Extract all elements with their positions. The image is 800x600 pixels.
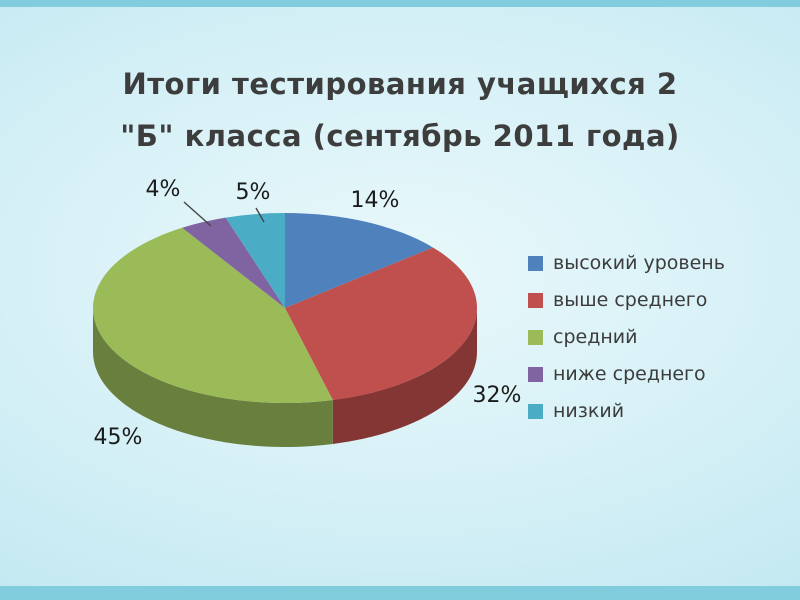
- legend-label: средний: [553, 326, 638, 348]
- top-border: [0, 0, 800, 7]
- bottom-border: [0, 586, 800, 600]
- chart-legend: высокий уровень выше среднего средний ниже …: [528, 252, 725, 437]
- legend-swatch-icon: [528, 366, 543, 382]
- data-label-4: 5%: [236, 180, 271, 205]
- legend-item: низкий: [528, 400, 725, 422]
- legend-label: ниже среднего: [553, 363, 706, 385]
- data-label-1: 32%: [473, 383, 522, 408]
- pie-slice-2: [93, 227, 333, 403]
- legend-item: ниже среднего: [528, 363, 725, 385]
- legend-swatch-icon: [528, 403, 543, 419]
- leader-line-4pct: [183, 201, 212, 227]
- chart-title: Итоги тестирования учащихся 2 "Б" класса…: [0, 59, 800, 162]
- legend-item: высокий уровень: [528, 252, 725, 274]
- legend-label: выше среднего: [553, 289, 708, 311]
- legend-item: выше среднего: [528, 289, 725, 311]
- data-label-3: 4%: [146, 177, 181, 202]
- pie-slice-side-1: [332, 308, 477, 445]
- data-label-2: 45%: [94, 425, 143, 450]
- chart-title-line1: Итоги тестирования учащихся 2: [122, 67, 678, 102]
- pie-slice-1: [285, 247, 478, 401]
- legend-swatch-icon: [528, 255, 543, 271]
- pie-slice-3: [182, 217, 285, 308]
- legend-item: средний: [528, 326, 725, 348]
- legend-swatch-icon: [528, 292, 543, 308]
- data-label-0: 14%: [351, 188, 400, 213]
- pie-slice-side-2: [93, 308, 333, 447]
- pie-slice-0: [285, 213, 433, 308]
- pie-slice-4: [225, 213, 285, 308]
- legend-label: высокий уровень: [553, 252, 725, 274]
- legend-label: низкий: [553, 400, 625, 422]
- chart-title-line2: "Б" класса (сентябрь 2011 года): [120, 119, 680, 154]
- leader-line-5pct: [255, 207, 265, 223]
- legend-swatch-icon: [528, 329, 543, 345]
